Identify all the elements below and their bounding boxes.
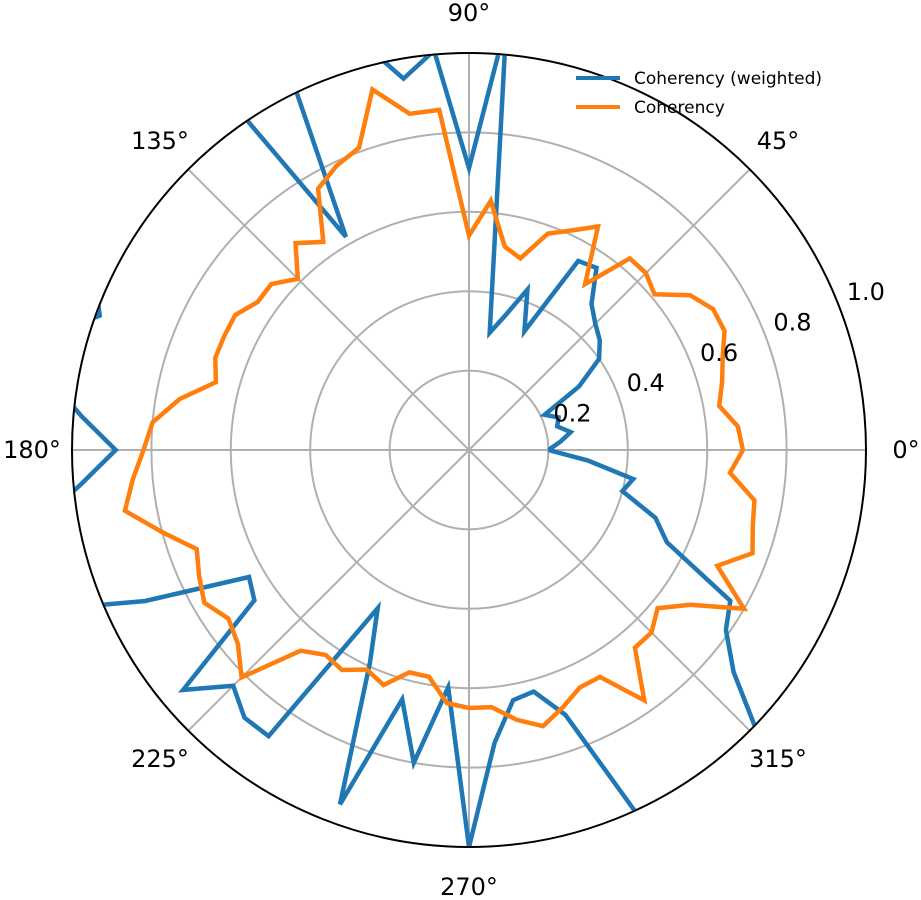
angle-tick-label: 0° [892,436,919,464]
angle-tick-label: 270° [440,873,498,900]
legend-label-weighted: Coherency (weighted) [634,69,822,89]
angle-tick-label: 90° [448,0,491,27]
legend-label-coherency: Coherency [634,98,725,118]
radial-tick-label: 1.0 [847,278,885,306]
angular-gridline [468,449,751,732]
radial-tick-label: 0.4 [627,369,665,397]
angular-gridline [468,168,751,451]
angle-tick-label: 225° [131,745,189,773]
polar-frame [71,52,867,848]
series-line-weighted [73,54,764,846]
tick-labels: 0° 45° 90° 135° 180° 225° 270° 315° 0.2 0.4 0.6 0.8… [3,0,920,900]
radial-tick-label: 0.6 [700,339,738,367]
radial-tick-label: 0.2 [553,400,591,428]
legend: Coherency (weighted) Coherency [576,69,822,118]
angle-tick-label: 315° [749,745,807,773]
angular-gridline [187,168,470,451]
series-line-coherency [122,85,757,729]
angle-tick-label: 45° [757,127,800,155]
polar-grid [72,53,866,847]
angle-tick-label: 180° [3,436,61,464]
angle-tick-label: 135° [131,127,189,155]
series-lines [73,54,764,846]
radial-tick-label: 0.8 [773,309,811,337]
angular-gridline [187,449,470,732]
